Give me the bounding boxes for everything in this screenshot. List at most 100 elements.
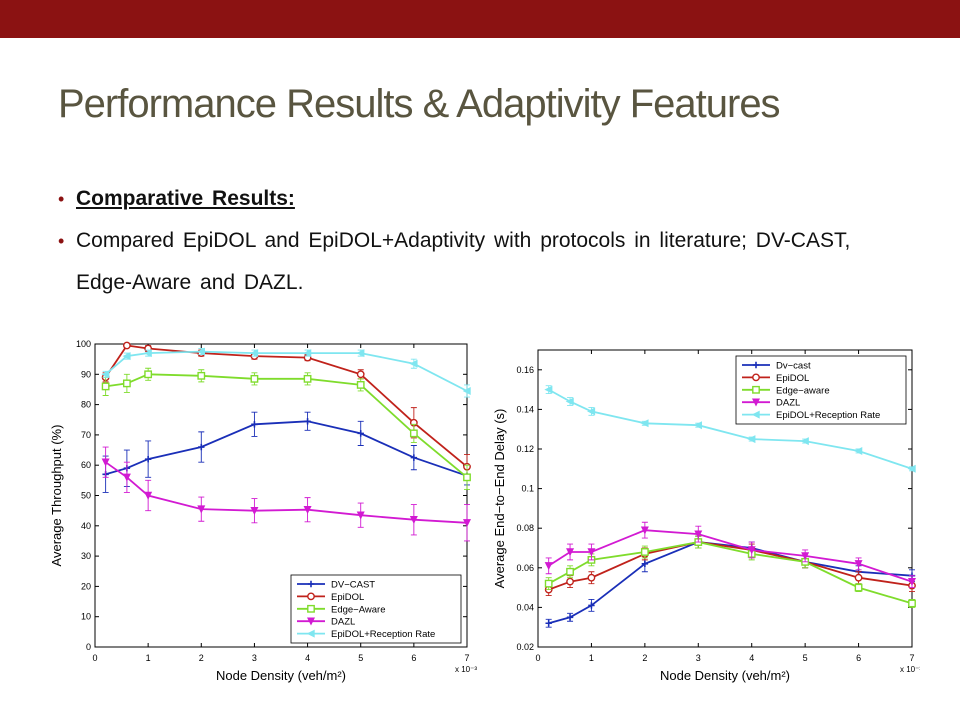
data-point: [122, 473, 131, 482]
data-point: [306, 617, 316, 626]
data-point: [303, 506, 312, 515]
x-tick-label: 4: [305, 653, 310, 663]
y-tick-label: 0.12: [516, 444, 534, 454]
data-point: [751, 410, 760, 419]
data-point: [801, 552, 810, 561]
data-point: [752, 373, 760, 382]
y-axis-label: Average Throughput (%): [49, 425, 64, 567]
data-point: [304, 418, 311, 425]
x-tick-label: 1: [589, 653, 594, 663]
y-tick-label: 0.1: [521, 484, 534, 494]
x-tick-label: 6: [411, 653, 416, 663]
data-point: [356, 511, 365, 520]
data-point: [544, 579, 553, 588]
legend-label: Edge−Aware: [331, 604, 386, 615]
y-tick-label: 0.02: [516, 642, 534, 652]
bullet-list: • Comparative Results: • Compared EpiDOL…: [58, 178, 878, 304]
data-point: [800, 437, 809, 446]
data-point: [250, 374, 259, 383]
data-point: [854, 560, 863, 569]
x-axis-label: Node Density (veh/m²): [660, 668, 790, 683]
data-point: [251, 421, 258, 428]
x-tick-label: 0: [92, 653, 97, 663]
data-point: [462, 386, 471, 395]
data-point: [907, 577, 917, 586]
x-tick-label: 3: [696, 653, 701, 663]
data-point: [640, 526, 649, 535]
data-point: [357, 430, 364, 437]
data-point: [854, 446, 863, 455]
data-point: [198, 443, 205, 451]
bullet-dot-icon: •: [58, 231, 65, 251]
data-point: [463, 473, 471, 482]
data-point: [566, 548, 575, 557]
series-2: [101, 367, 471, 490]
y-axis-label: Average End−to−End Delay (s): [492, 409, 507, 589]
data-point: [307, 604, 315, 613]
data-point: [196, 347, 205, 356]
top-accent-bar: [0, 0, 960, 38]
x-tick-label: 7: [909, 653, 914, 663]
bullet-dot-icon: •: [58, 189, 65, 209]
legend-label: EpiDOL: [331, 592, 364, 603]
series-3: [101, 446, 472, 542]
data-point: [356, 349, 365, 358]
data-point: [587, 573, 596, 582]
data-point: [307, 580, 315, 588]
y-tick-label: 10: [81, 612, 91, 622]
y-tick-label: 100: [76, 339, 91, 349]
y-tick-label: 30: [81, 551, 91, 561]
legend-label: Edge−aware: [776, 385, 830, 396]
y-tick-label: 20: [81, 581, 91, 591]
data-point: [747, 435, 756, 444]
data-point: [306, 629, 315, 638]
y-tick-label: 0.08: [516, 523, 534, 533]
y-tick-label: 0.06: [516, 563, 534, 573]
legend-label: Dv−cast: [776, 361, 811, 372]
x-tick-label: 0: [535, 653, 540, 663]
data-point: [307, 592, 315, 601]
x-tick-label: 2: [199, 653, 204, 663]
x-tick-label: 5: [803, 653, 808, 663]
data-point: [250, 349, 259, 358]
legend-label: DV−CAST: [331, 580, 375, 591]
data-point: [566, 567, 574, 576]
data-point: [752, 385, 760, 394]
data-point: [588, 602, 595, 609]
x-tick-label: 1: [146, 653, 151, 663]
legend-label: EpiDOL+Reception Rate: [331, 629, 435, 640]
data-point: [693, 421, 702, 430]
data-point: [303, 349, 312, 358]
data-point: [462, 519, 472, 528]
data-point: [303, 374, 312, 383]
delay-chart: 0 1 2 3 4 5 6 7 0.02 0.04 0.06 0.08 0.1 0.12 0.14 0.16 N…: [492, 349, 920, 683]
data-point: [854, 573, 863, 582]
legend-label: EpiDOL+Reception Rate: [776, 410, 880, 421]
data-point: [640, 419, 649, 428]
data-point: [122, 379, 131, 388]
y-tick-label: 50: [81, 491, 91, 501]
y-tick-label: 90: [81, 369, 91, 379]
series-4: [101, 347, 471, 398]
y-tick-label: 0.04: [516, 602, 534, 612]
x-axis-label: Node Density (veh/m²): [216, 668, 346, 683]
data-point: [409, 359, 418, 368]
data-point: [544, 385, 553, 394]
slide-title: Performance Results & Adaptivity Feature…: [58, 82, 781, 126]
data-point: [101, 370, 110, 379]
y-tick-label: 40: [81, 521, 91, 531]
legend-label: EpiDOL: [776, 373, 809, 384]
data-point: [751, 398, 761, 407]
data-point: [144, 491, 153, 500]
x-axis-multiplier: x 10⁻³: [900, 665, 920, 674]
data-point: [101, 382, 110, 391]
data-point: [101, 458, 110, 467]
data-point: [544, 562, 553, 571]
data-point: [587, 548, 596, 557]
series-3: [544, 521, 917, 589]
data-point: [409, 429, 418, 438]
data-point: [122, 341, 131, 350]
